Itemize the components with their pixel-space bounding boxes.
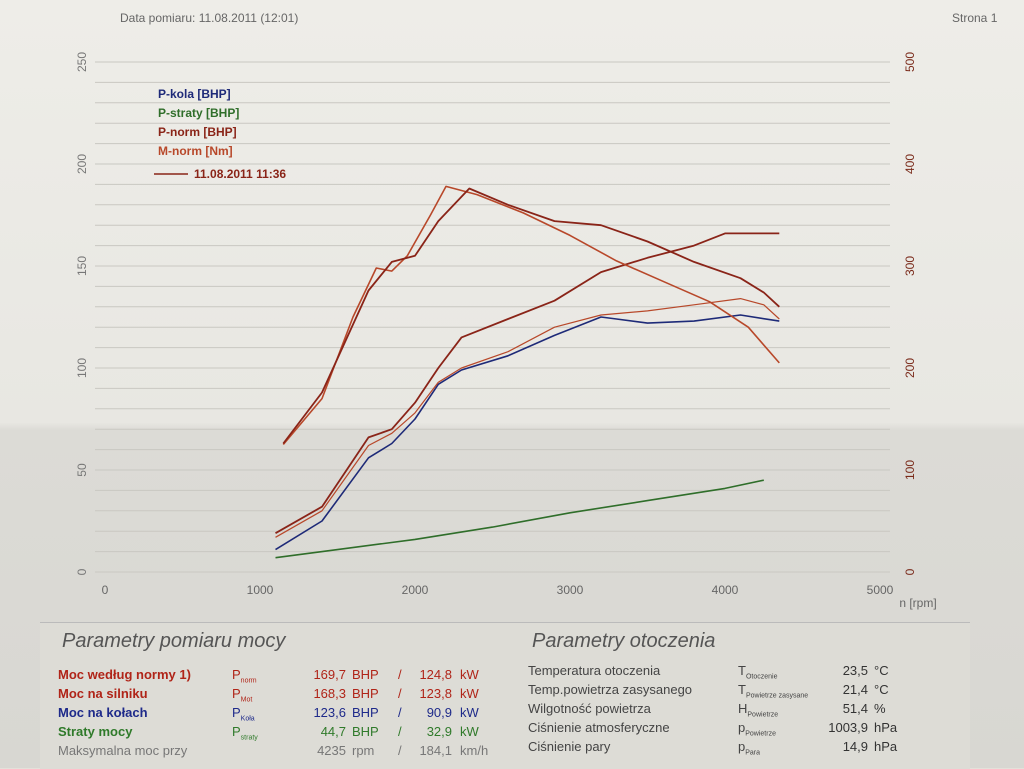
param-label: Moc na kołach	[58, 705, 148, 720]
env-symbol: HPowietrze	[738, 701, 779, 719]
env-unit: °C	[874, 682, 889, 697]
param-value-1: 4235	[317, 743, 346, 758]
param-symbol: PKoła	[232, 705, 255, 723]
param-separator: /	[398, 724, 402, 739]
param-separator: /	[398, 705, 402, 720]
series-line-2	[275, 232, 780, 534]
param-separator: /	[398, 743, 402, 758]
y-left-tick-label: 0	[75, 568, 89, 575]
env-unit: hPa	[874, 720, 898, 735]
y-right-tick-label: 500	[903, 52, 917, 72]
param-value-2: 32,9	[426, 724, 452, 739]
chart-legend: P-kola [BHP] P-straty [BHP] P-norm [BHP] M-…	[154, 87, 286, 181]
param-unit-2: kW	[460, 724, 479, 739]
legend-entry: P-norm [BHP]	[158, 125, 237, 139]
param-symbol: Pnorm	[232, 667, 257, 685]
param-unit-1: rpm	[352, 743, 375, 758]
param-unit-1: BHP	[352, 705, 379, 720]
measurement-date: Data pomiaru: 11.08.2011 (12:01)	[120, 11, 299, 25]
param-value-2: 184,1	[419, 743, 452, 758]
env-value: 1003,9	[828, 720, 868, 735]
series-line-0	[275, 314, 780, 551]
y-left-tick-label: 100	[75, 358, 89, 378]
param-value-1: 169,7	[313, 667, 346, 682]
env-label: Temperatura otoczenia	[528, 663, 661, 678]
series-line-5	[275, 298, 780, 538]
env-value: 23,5	[842, 663, 868, 678]
param-label: Moc na silniku	[58, 686, 148, 701]
param-unit-2: kW	[460, 705, 479, 720]
y-left-tick-label: 200	[75, 154, 89, 174]
series-line-4	[282, 187, 780, 445]
power-params-title: Parametry pomiaru mocy	[62, 630, 286, 652]
x-tick-label: 0	[102, 583, 109, 597]
x-axis-label: n [rpm]	[899, 596, 936, 610]
x-tick-label: 4000	[712, 583, 739, 597]
param-unit-2: kW	[460, 667, 479, 682]
chart-grid	[95, 61, 890, 573]
chart-lines	[275, 185, 780, 559]
param-separator: /	[398, 686, 402, 701]
page-number: Strona 1	[952, 11, 998, 25]
env-unit: hPa	[874, 739, 898, 754]
env-label: Wilgotność powietrza	[528, 701, 651, 716]
param-value-2: 124,8	[419, 667, 452, 682]
env-unit: °C	[874, 663, 889, 678]
env-params-title: Parametry otoczenia	[532, 630, 716, 652]
param-value-2: 123,8	[419, 686, 452, 701]
param-unit-1: BHP	[352, 724, 379, 739]
param-separator: /	[398, 667, 402, 682]
env-value: 21,4	[842, 682, 868, 697]
y-right-tick-label: 100	[903, 460, 917, 480]
y-right-tick-label: 200	[903, 358, 917, 378]
env-label: Ciśnienie pary	[528, 739, 611, 754]
y-right-tick-label: 300	[903, 256, 917, 276]
param-symbol: Pstraty	[232, 724, 258, 742]
series-line-3	[282, 185, 780, 446]
env-symbol: TPowietrze zasysane	[738, 682, 809, 700]
x-tick-label: 3000	[557, 583, 584, 597]
param-unit-2: kW	[460, 686, 479, 701]
legend-entry: P-straty [BHP]	[158, 106, 239, 120]
y-right-tick-label: 400	[903, 154, 917, 174]
param-value-1: 168,3	[313, 686, 346, 701]
param-value-1: 44,7	[320, 724, 346, 739]
y-left-tick-label: 250	[75, 52, 89, 72]
legend-entry: M-norm [Nm]	[158, 144, 233, 158]
env-label: Ciśnienie atmosferyczne	[528, 720, 670, 735]
y-right-tick-label: 0	[903, 568, 917, 575]
y-left-tick-label: 150	[75, 256, 89, 276]
y-left-tick-label: 50	[75, 463, 89, 477]
param-value-1: 123,6	[313, 705, 346, 720]
env-unit: %	[874, 701, 886, 716]
x-tick-label: 2000	[402, 583, 429, 597]
param-unit-2: km/h	[460, 743, 489, 758]
results-panel	[40, 622, 970, 769]
env-symbol: TOtoczenie	[738, 663, 778, 681]
param-symbol: PMot	[232, 686, 253, 704]
env-symbol: pPara	[738, 739, 761, 757]
param-label: Straty mocy	[58, 724, 133, 739]
param-value-2: 90,9	[426, 705, 452, 720]
param-unit-1: BHP	[352, 667, 379, 682]
series-line-1	[275, 479, 764, 559]
param-label: Moc według normy 1)	[58, 667, 191, 682]
env-value: 14,9	[842, 739, 868, 754]
param-label: Maksymalna moc przy	[58, 743, 188, 758]
param-unit-1: BHP	[352, 686, 379, 701]
env-label: Temp.powietrza zasysanego	[528, 682, 693, 697]
env-symbol: pPowietrze	[738, 720, 776, 738]
x-tick-label: 5000	[867, 583, 894, 597]
legend-entry: P-kola [BHP]	[158, 87, 231, 101]
env-value: 51,4	[842, 701, 868, 716]
x-tick-label: 1000	[247, 583, 274, 597]
legend-run-label: 11.08.2011 11:36	[194, 167, 286, 181]
